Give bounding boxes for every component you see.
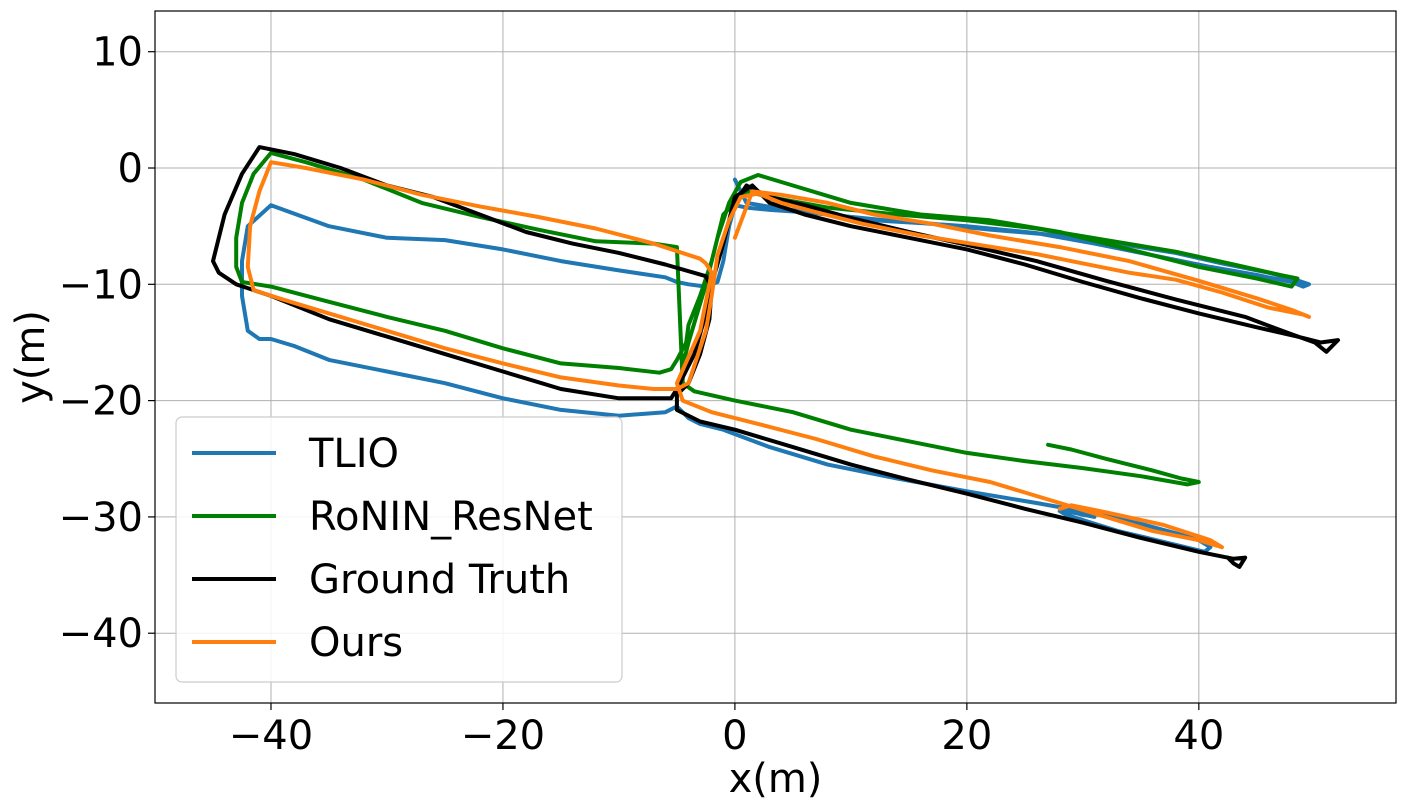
plot-frame	[154, 10, 1397, 704]
series-line-ronin-resnet	[234, 150, 1300, 487]
y-axis-ticks: 10 0 −10 −20 −30 −40	[59, 30, 155, 657]
series-line-ours	[245, 160, 1311, 550]
x-axis-label: x(m)	[729, 756, 823, 802]
x-tick-label: 40	[1173, 713, 1224, 759]
y-tick-label: 0	[118, 146, 143, 192]
legend-label: RoNIN_ResNet	[309, 494, 593, 540]
y-tick-label: −10	[59, 262, 143, 308]
legend-label: Ours	[309, 620, 403, 666]
series-line-tlio	[240, 177, 1311, 554]
legend-label: Ground Truth	[309, 557, 570, 603]
legend-box	[175, 416, 623, 683]
y-tick-label: −30	[59, 495, 143, 541]
y-tick-label: −20	[59, 379, 143, 425]
x-tick-label: 0	[722, 713, 747, 759]
y-tick-label: −40	[59, 611, 143, 657]
y-axis-label: y(m)	[8, 310, 54, 404]
legend: TLIO RoNIN_ResNet Ground Truth Ours	[175, 416, 623, 683]
x-tick-label: −40	[229, 713, 313, 759]
legend-label: TLIO	[308, 431, 399, 477]
x-tick-label: 20	[941, 713, 992, 759]
series-layer	[211, 145, 1340, 569]
series-line-ground-truth	[211, 145, 1340, 569]
x-tick-label: −20	[461, 713, 545, 759]
x-axis-ticks: −40 −20 0 20 40	[229, 703, 1224, 759]
y-tick-label: 10	[92, 30, 143, 76]
